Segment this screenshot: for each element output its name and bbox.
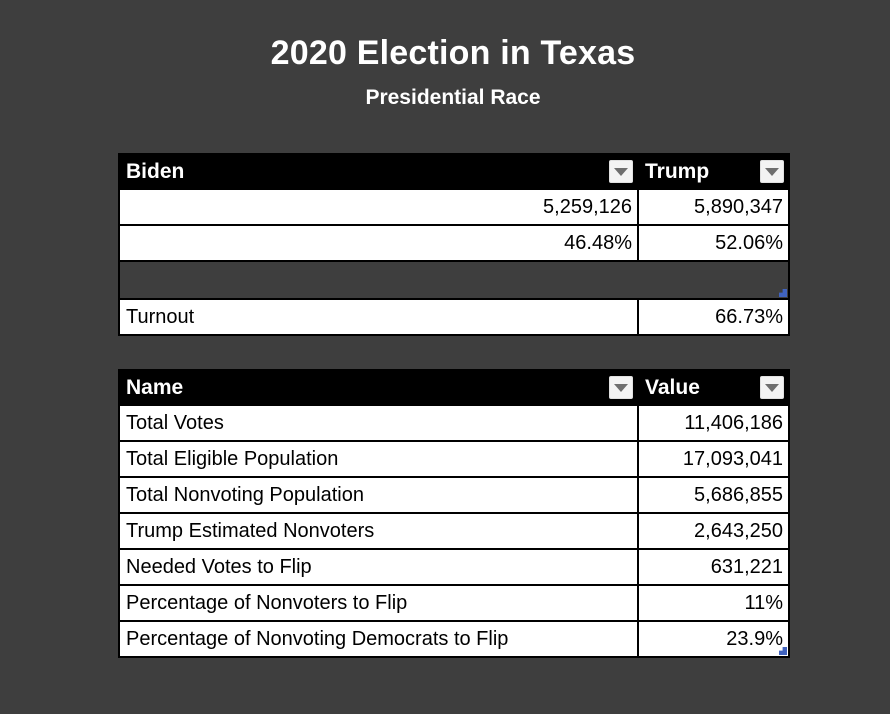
chevron-down-icon [614, 167, 628, 176]
table-row: Percentage of Nonvoters to Flip 11% [118, 584, 790, 622]
turnout-row: Turnout 66.73% [118, 298, 790, 336]
results-header-biden: Biden [118, 153, 639, 190]
empty-spacer-row [118, 260, 790, 300]
table-row: Trump Estimated Nonvoters 2,643,250 [118, 512, 790, 550]
stats-header-value-label: Value [645, 375, 700, 399]
stat-name-cell: Percentage of Nonvoting Democrats to Fli… [118, 620, 639, 658]
stats-header-name: Name [118, 369, 639, 406]
page-title: 2020 Election in Texas [270, 34, 636, 72]
page-subtitle: Presidential Race [365, 86, 541, 109]
stats-table: Name Value Total Votes 11,406,186 [118, 369, 790, 658]
value-filter-button[interactable] [760, 376, 784, 399]
name-filter-button[interactable] [609, 376, 633, 399]
biden-votes-cell: 5,259,126 [118, 188, 639, 226]
percent-row: 46.48% 52.06% [118, 224, 790, 262]
stat-value-text: 23.9% [726, 627, 783, 650]
stats-header-row: Name Value [118, 369, 790, 406]
stat-name-cell: Needed Votes to Flip [118, 548, 639, 586]
stat-name-cell: Percentage of Nonvoters to Flip [118, 584, 639, 622]
stats-header-value: Value [637, 369, 790, 406]
turnout-label-cell: Turnout [118, 298, 639, 336]
results-header-row: Biden Trump [118, 153, 790, 190]
table-row: Total Votes 11,406,186 [118, 404, 790, 442]
stat-value-cell: 11% [637, 584, 790, 622]
stat-name-cell: Total Nonvoting Population [118, 476, 639, 514]
table-resize-handle[interactable] [779, 289, 787, 297]
chevron-down-icon [614, 383, 628, 392]
stat-value-cell: 23.9% [637, 620, 790, 658]
stat-name-cell: Trump Estimated Nonvoters [118, 512, 639, 550]
empty-spacer-cell [118, 260, 790, 300]
stat-value-cell: 17,093,041 [637, 440, 790, 478]
chevron-down-icon [765, 167, 779, 176]
chevron-down-icon [765, 383, 779, 392]
stat-value-cell: 631,221 [637, 548, 790, 586]
trump-votes-cell: 5,890,347 [637, 188, 790, 226]
biden-percent-cell: 46.48% [118, 224, 639, 262]
table-row: Total Nonvoting Population 5,686,855 [118, 476, 790, 514]
trump-percent-cell: 52.06% [637, 224, 790, 262]
table-row: Total Eligible Population 17,093,041 [118, 440, 790, 478]
results-header-trump-label: Trump [645, 159, 710, 183]
biden-filter-button[interactable] [609, 160, 633, 183]
stat-value-cell: 5,686,855 [637, 476, 790, 514]
turnout-value-cell: 66.73% [637, 298, 790, 336]
stat-value-cell: 2,643,250 [637, 512, 790, 550]
table-row: Needed Votes to Flip 631,221 [118, 548, 790, 586]
stat-name-cell: Total Eligible Population [118, 440, 639, 478]
table-row: Percentage of Nonvoting Democrats to Fli… [118, 620, 790, 658]
results-header-biden-label: Biden [126, 159, 185, 183]
trump-filter-button[interactable] [760, 160, 784, 183]
stat-name-cell: Total Votes [118, 404, 639, 442]
votes-row: 5,259,126 5,890,347 [118, 188, 790, 226]
results-table: Biden Trump 5,259,126 5,890,347 46 [118, 153, 790, 336]
stat-value-cell: 11,406,186 [637, 404, 790, 442]
results-header-trump: Trump [637, 153, 790, 190]
table-resize-handle[interactable] [779, 647, 787, 655]
stats-header-name-label: Name [126, 375, 184, 399]
